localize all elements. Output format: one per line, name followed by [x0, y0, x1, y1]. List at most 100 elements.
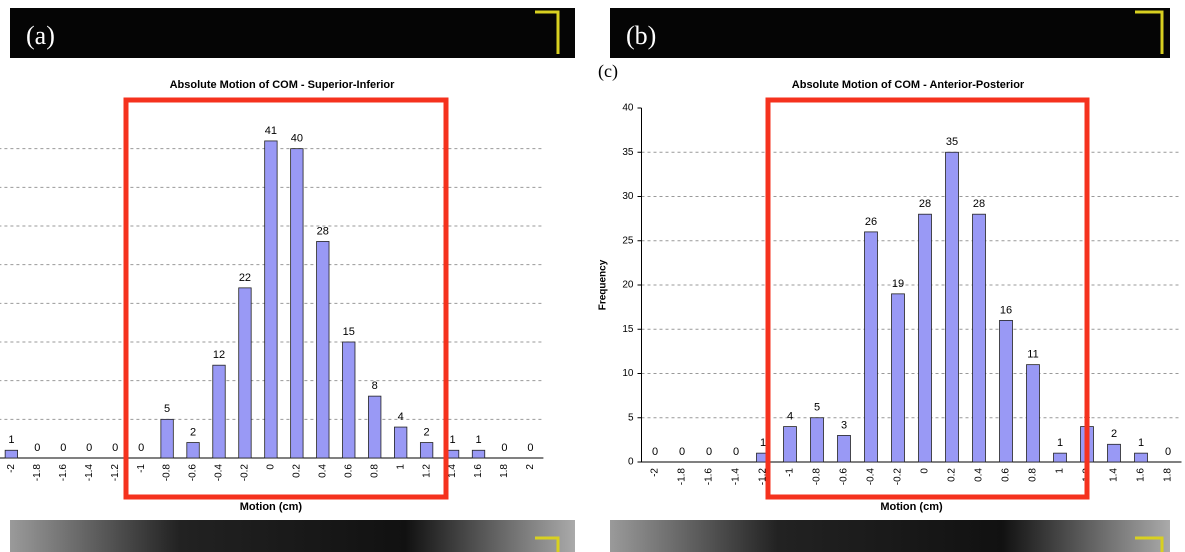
bar [5, 450, 17, 458]
value-label: 0 [527, 442, 533, 454]
bar [291, 149, 303, 458]
x-tick-label: 2 [525, 464, 536, 470]
bar [1027, 365, 1040, 462]
x-axis-label: Motion (cm) [880, 501, 943, 513]
bar [865, 232, 878, 462]
x-tick-label: 1 [1055, 468, 1066, 474]
value-label: 0 [60, 442, 66, 454]
value-label: 1 [8, 434, 14, 446]
bar [213, 365, 225, 458]
value-label: 41 [265, 125, 277, 137]
image-strip [610, 520, 1170, 552]
value-label: 5 [814, 402, 820, 414]
panel-label: (b) [626, 21, 656, 50]
figure: (a) (b) (c) Absolute Motion of COM - Sup… [0, 0, 1185, 552]
value-label: 3 [841, 419, 847, 431]
value-label: 1 [760, 437, 766, 449]
bar [1000, 320, 1013, 462]
bar [161, 419, 173, 458]
x-tick-label: -0.2 [893, 468, 904, 486]
y-tick-label: 10 [622, 368, 634, 379]
bar [317, 241, 329, 458]
x-tick-label: 1 [395, 464, 406, 470]
x-tick-label: 0.6 [343, 464, 354, 478]
panel-label: (a) [26, 21, 55, 50]
bar [239, 288, 251, 458]
x-tick-label: 1.8 [1163, 468, 1174, 482]
y-tick-label: 40 [622, 103, 634, 114]
value-label: 1 [1138, 437, 1144, 449]
x-tick-label: -0.8 [162, 464, 173, 482]
value-label: 5 [164, 403, 170, 415]
value-label: 12 [213, 349, 225, 361]
x-tick-label: 0.2 [291, 464, 302, 478]
y-tick-label: 25 [622, 235, 634, 246]
value-label: 35 [946, 136, 958, 148]
x-tick-label: -1 [136, 464, 147, 473]
value-label: 1 [1057, 437, 1063, 449]
bar [368, 396, 380, 458]
value-label: 0 [86, 442, 92, 454]
x-tick-label: -1.8 [32, 464, 43, 482]
x-axis-label: Motion (cm) [240, 501, 303, 513]
y-tick-label: 35 [622, 147, 634, 158]
value-label: 28 [317, 225, 329, 237]
value-label: 26 [865, 216, 877, 228]
x-tick-label: -0.2 [240, 464, 251, 482]
x-tick-label: -0.4 [214, 464, 225, 482]
value-label: 0 [138, 442, 144, 454]
x-tick-label: 1.2 [421, 464, 432, 478]
x-tick-label: 1.6 [1136, 468, 1147, 482]
value-label: 1 [475, 434, 481, 446]
value-label: 4 [787, 411, 793, 423]
x-tick-label: 0 [266, 464, 277, 470]
x-tick-label: 1.6 [473, 464, 484, 478]
chart-title: Absolute Motion of COM - Superior-Inferi… [170, 79, 396, 91]
x-tick-label: -1.4 [84, 464, 95, 482]
x-tick-label: -1 [785, 468, 796, 477]
chart-title: Absolute Motion of COM - Anterior-Poster… [792, 79, 1025, 91]
value-label: 0 [652, 446, 658, 458]
value-label: 15 [343, 326, 355, 338]
bar [1054, 453, 1067, 462]
x-tick-label: -2 [6, 464, 17, 473]
value-label: 22 [239, 272, 251, 284]
value-label: 19 [892, 278, 904, 290]
x-tick-label: 0.4 [317, 464, 328, 478]
x-tick-label: -0.4 [866, 468, 877, 486]
value-label: 0 [501, 442, 507, 454]
bar [1135, 453, 1148, 462]
x-tick-label: -0.8 [812, 468, 823, 486]
value-label: 0 [1165, 446, 1171, 458]
value-label: 11 [1027, 349, 1038, 361]
x-tick-label: 1.8 [499, 464, 510, 478]
value-label: 0 [679, 446, 685, 458]
bar [420, 443, 432, 458]
x-tick-label: -1.8 [677, 468, 688, 486]
bar [946, 152, 959, 462]
bar [811, 418, 824, 462]
x-tick-label: -1.2 [110, 464, 121, 482]
bar [892, 294, 905, 462]
y-tick-label: 30 [622, 191, 634, 202]
x-tick-label: -1.4 [731, 468, 742, 486]
bar [1108, 444, 1121, 462]
x-tick-label: -1.6 [58, 464, 69, 482]
bar [838, 435, 851, 462]
value-label: 8 [372, 380, 378, 392]
image-strip [10, 8, 575, 58]
value-label: 2 [190, 426, 196, 438]
bar [394, 427, 406, 458]
x-tick-label: -0.6 [839, 468, 850, 486]
x-tick-label: 0.4 [974, 468, 985, 482]
panel-label: (c) [598, 61, 618, 82]
value-label: 0 [706, 446, 712, 458]
value-label: 16 [1000, 304, 1012, 316]
x-tick-label: 0 [920, 468, 931, 474]
value-label: 28 [919, 198, 931, 210]
value-label: 0 [733, 446, 739, 458]
y-tick-label: 15 [622, 324, 634, 335]
value-label: 2 [424, 426, 430, 438]
value-label: 4 [398, 411, 404, 423]
value-label: 0 [112, 442, 118, 454]
